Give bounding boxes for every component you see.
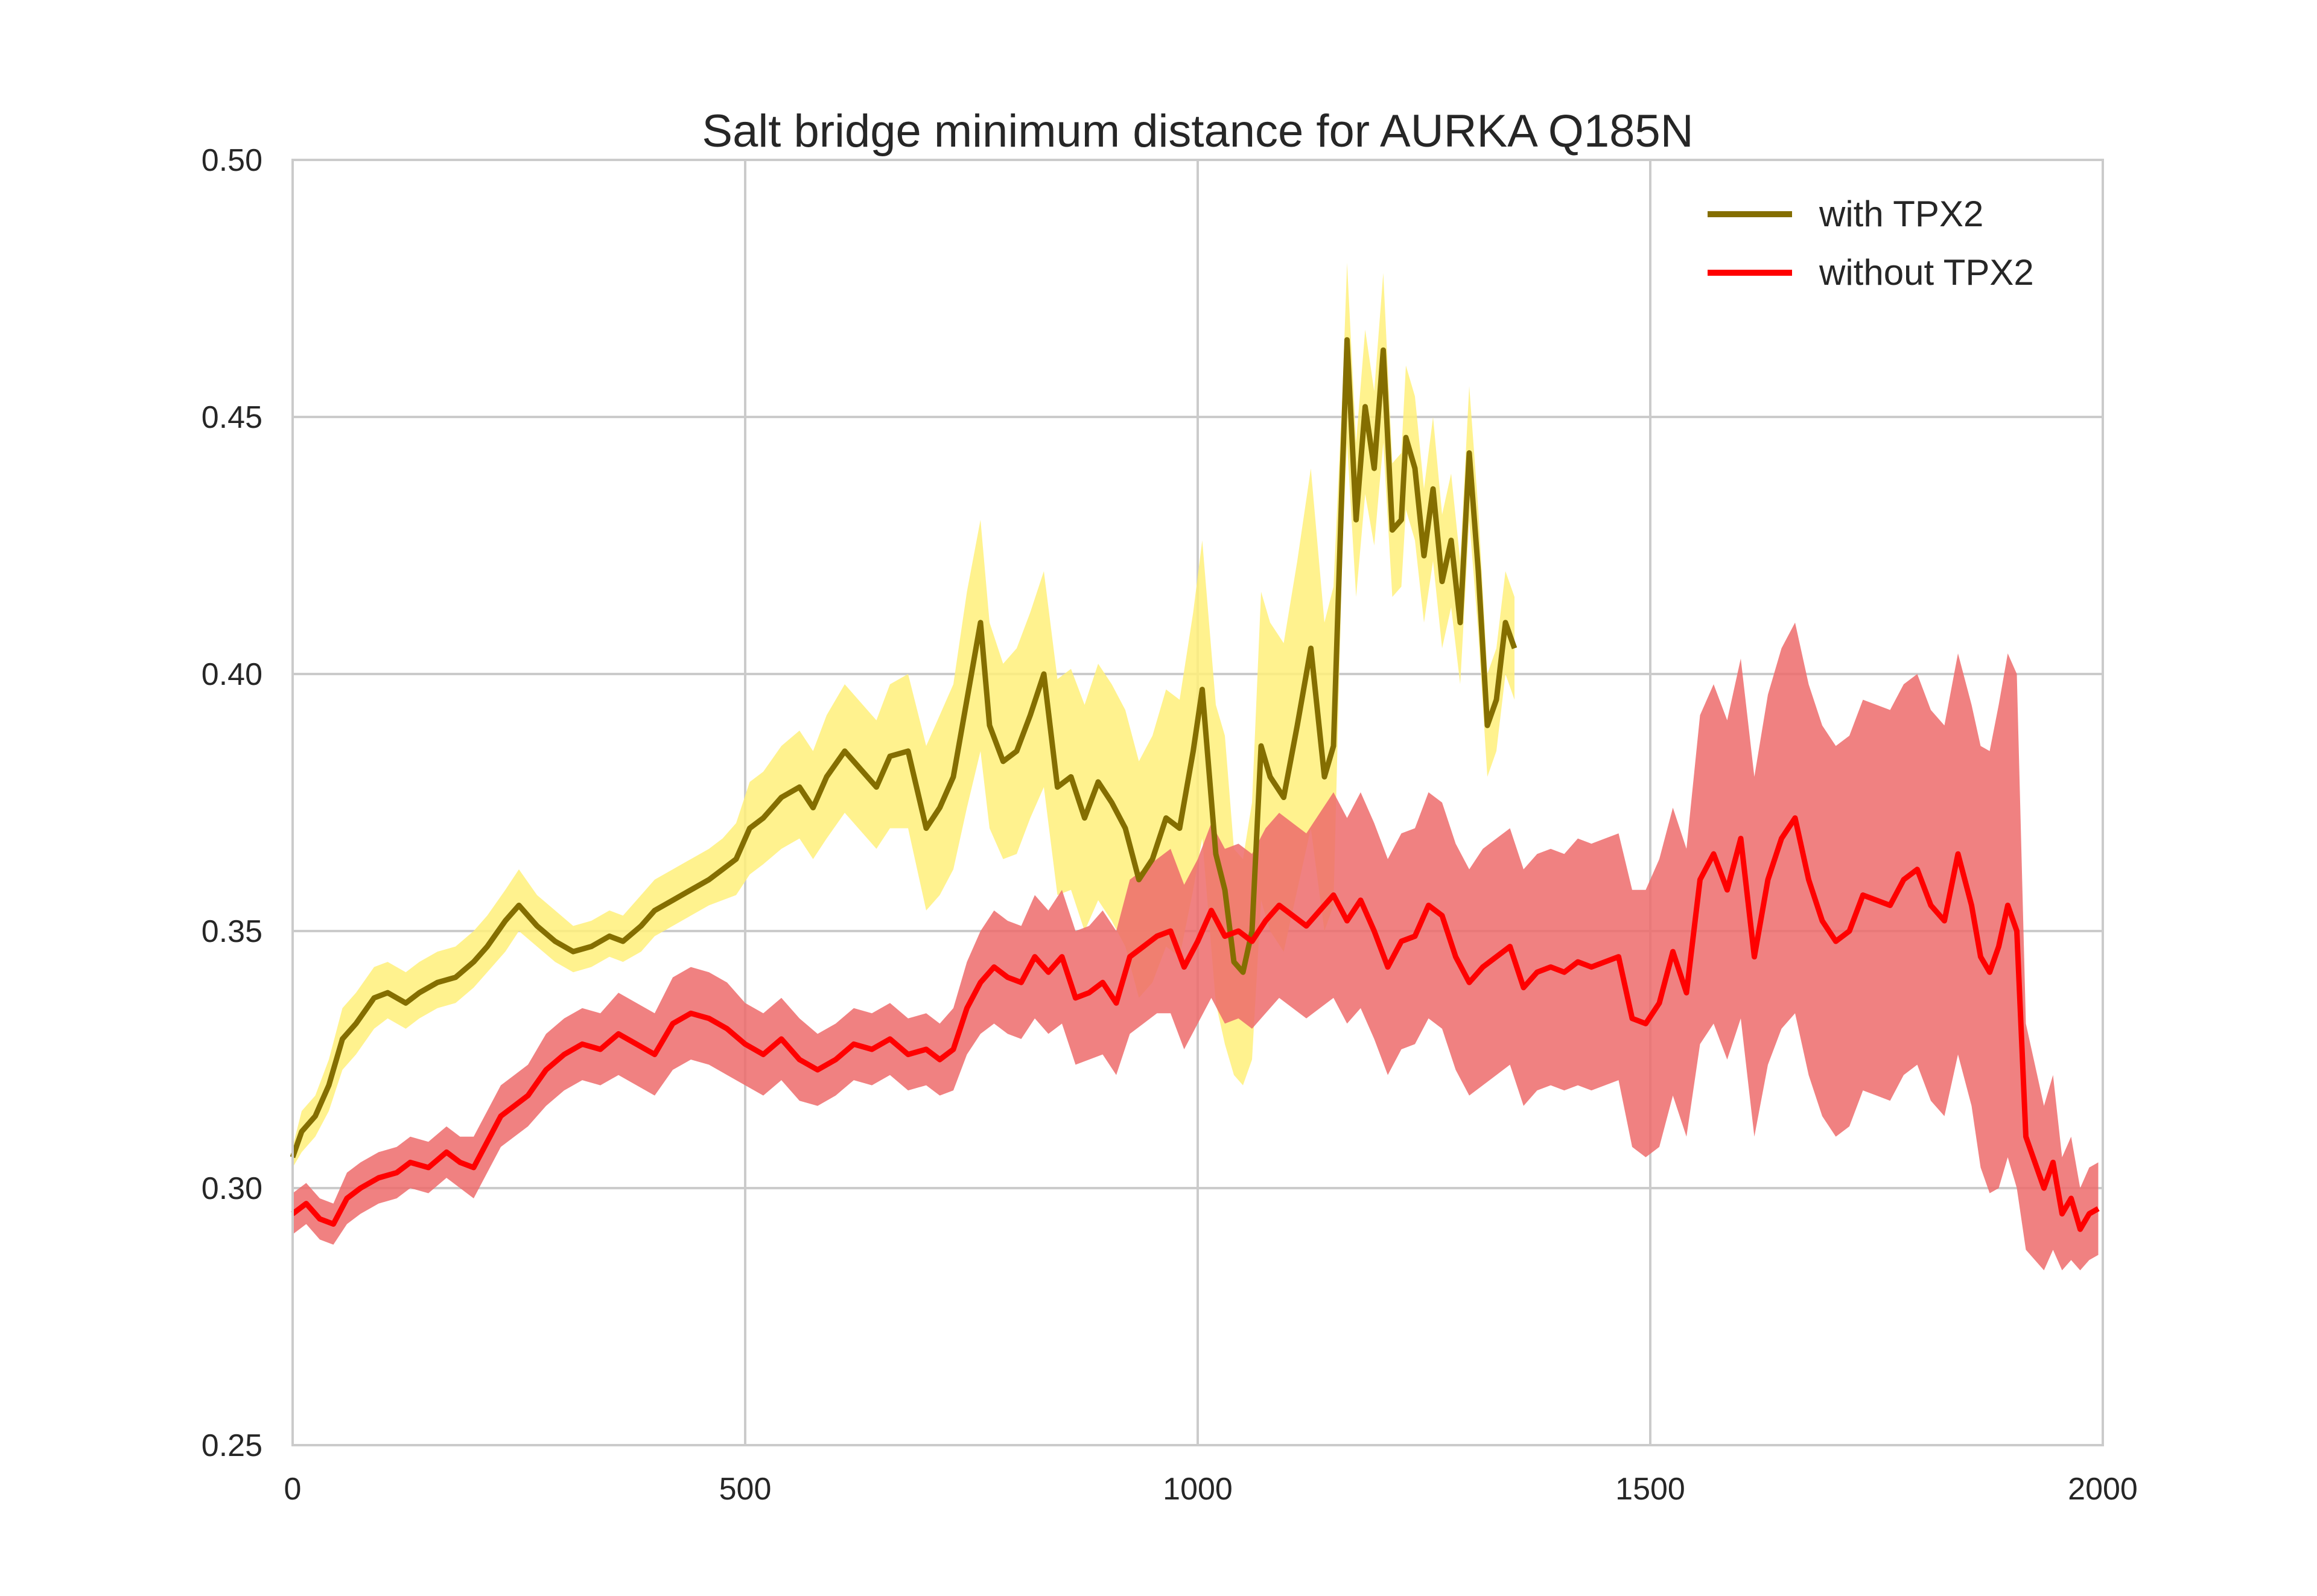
x-tick-label: 0 — [284, 1472, 302, 1507]
legend: with TPX2 without TPX2 — [1708, 194, 2034, 293]
chart-title: Salt bridge minimum distance for AURKA Q… — [702, 106, 1693, 157]
x-tick-label: 500 — [719, 1472, 772, 1507]
y-tick-label: 0.40 — [202, 657, 262, 692]
x-axis-ticks: 0 500 1000 1500 2000 — [284, 1472, 2138, 1507]
y-tick-label: 0.30 — [202, 1171, 262, 1206]
y-tick-label: 0.25 — [202, 1428, 262, 1463]
y-tick-label: 0.45 — [202, 400, 262, 435]
line-with-tpx2 — [290, 337, 1518, 1159]
y-axis-ticks: 0.25 0.30 0.35 0.40 0.45 0.50 — [202, 143, 262, 1463]
x-tick-label: 1500 — [1615, 1472, 1685, 1507]
confidence-bands — [293, 262, 2099, 1271]
legend-label-with-tpx2: with TPX2 — [1819, 194, 1983, 234]
y-tick-label: 0.50 — [202, 143, 262, 178]
x-tick-label: 1000 — [1163, 1472, 1233, 1507]
series-lines — [290, 337, 2100, 1232]
y-tick-label: 0.35 — [202, 914, 262, 949]
line-without-tpx2 — [291, 815, 2100, 1232]
legend-label-without-tpx2: without TPX2 — [1819, 252, 2034, 293]
x-tick-label: 2000 — [2068, 1472, 2138, 1507]
plot-frame — [291, 159, 2104, 1446]
